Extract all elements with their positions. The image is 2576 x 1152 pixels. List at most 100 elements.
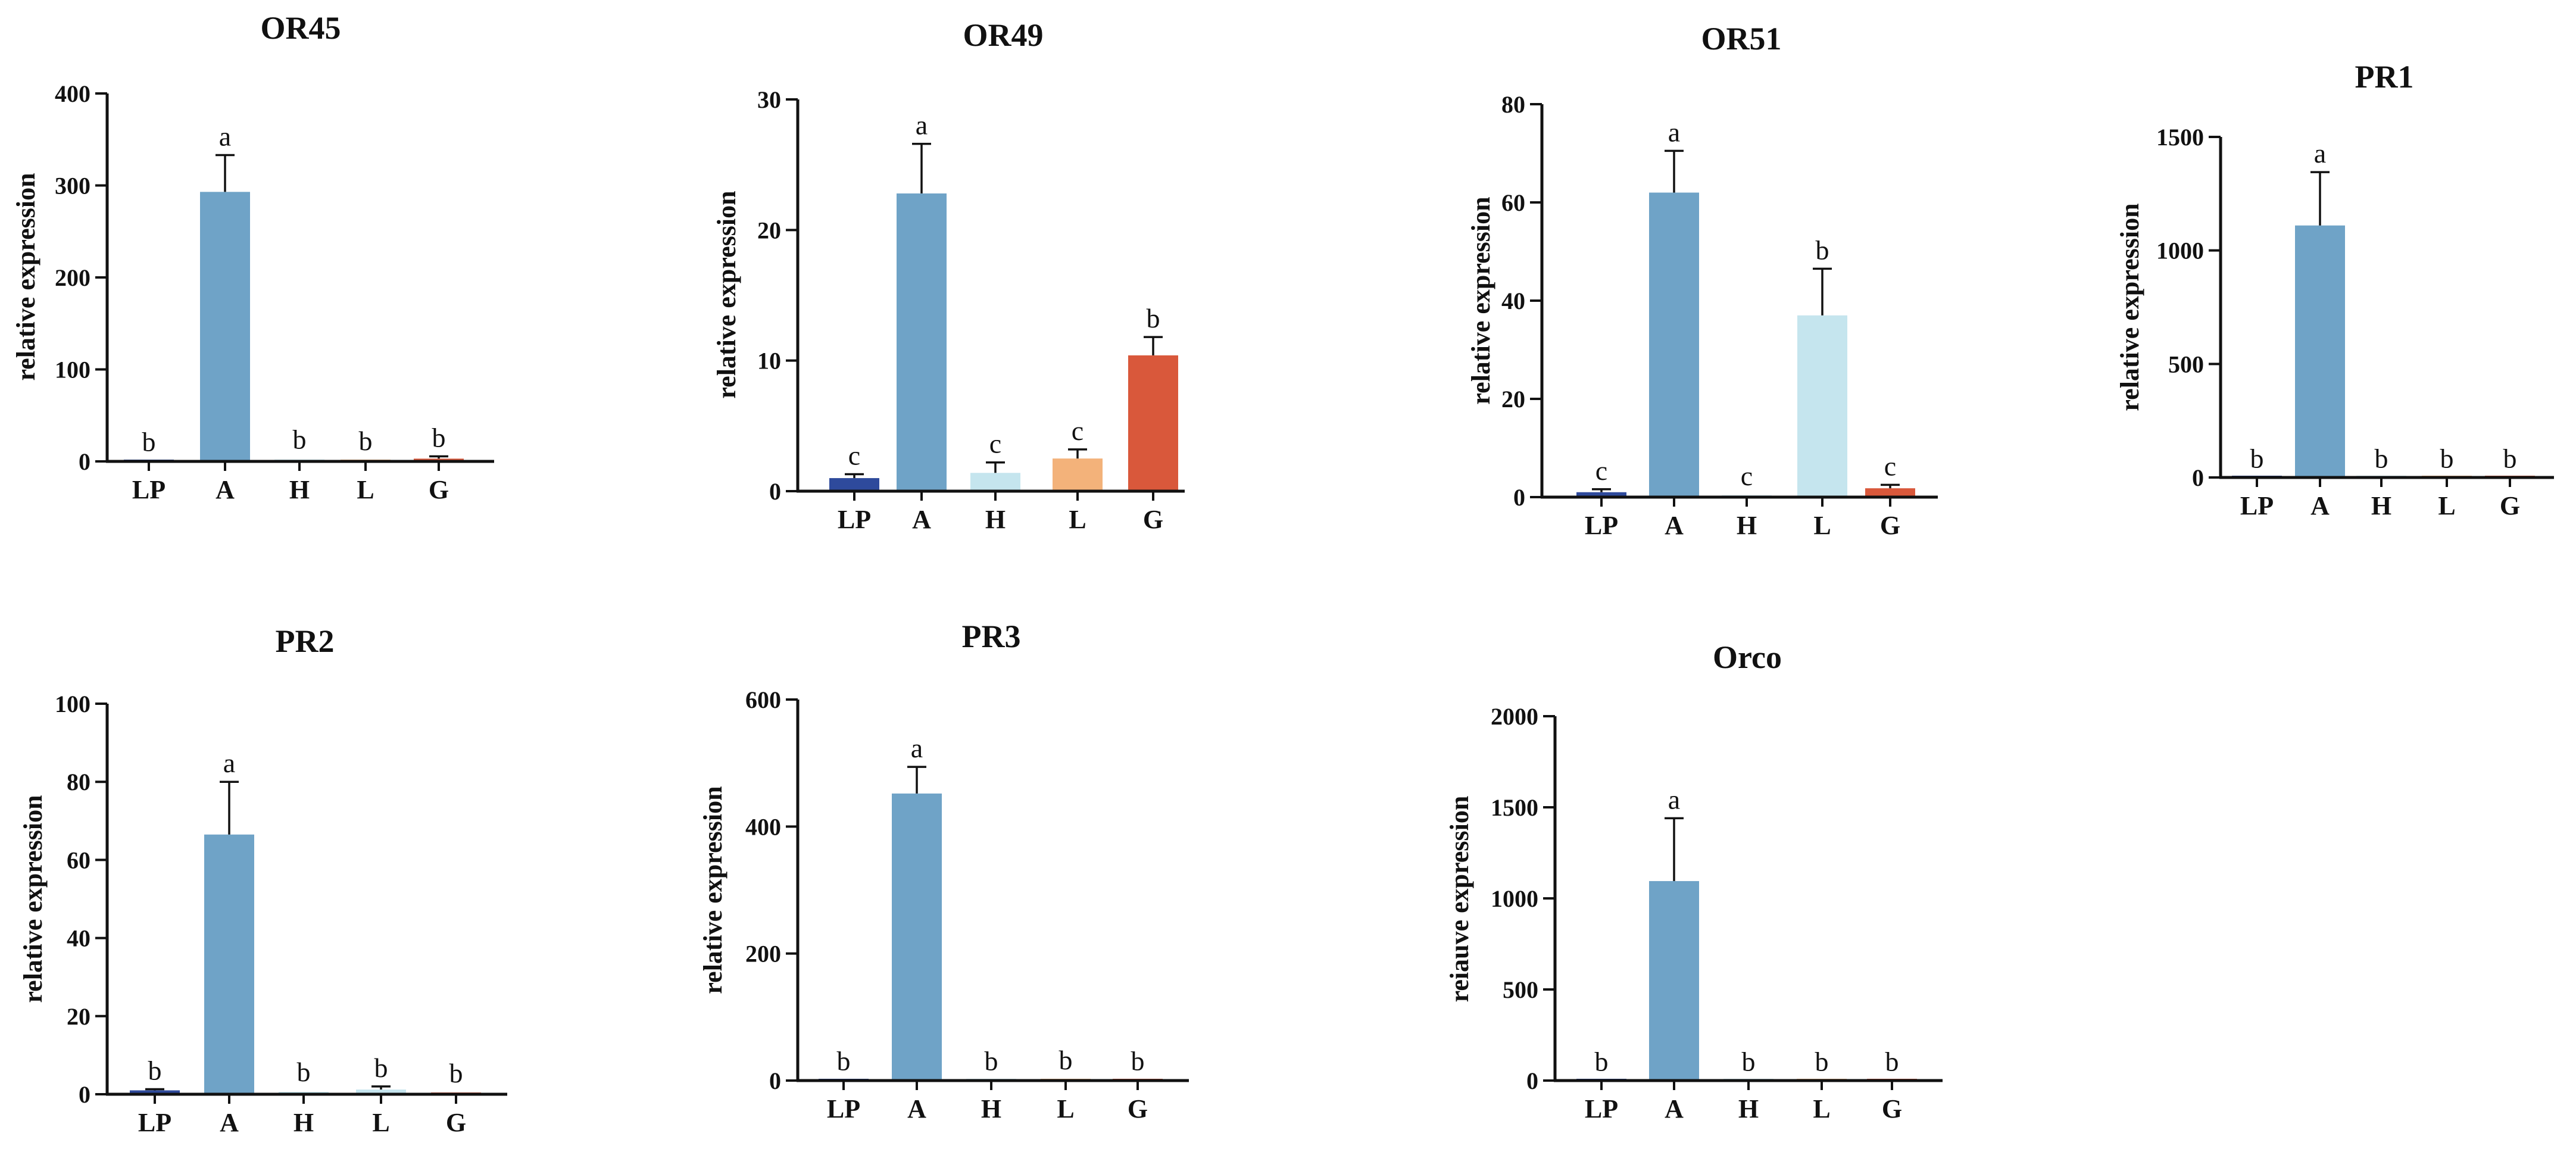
y-tick-label: 0: [79, 1081, 90, 1108]
significance-label: c: [1884, 451, 1896, 481]
x-tick-label: G: [1128, 1094, 1148, 1123]
x-tick-label: G: [429, 475, 449, 504]
y-axis-label: relative expression: [2115, 203, 2144, 411]
significance-label: b: [1816, 235, 1829, 265]
x-tick-label: A: [907, 1094, 926, 1123]
significance-label: b: [2440, 443, 2454, 473]
x-tick-label: L: [2438, 491, 2455, 520]
y-tick-label: 300: [55, 173, 90, 199]
x-tick-label: A: [2310, 491, 2330, 520]
y-axis-label: relative expression: [11, 173, 40, 380]
chart-title: PR2: [276, 623, 335, 659]
y-tick-label: 10: [757, 348, 781, 374]
y-tick-label: 1500: [1491, 794, 1538, 821]
significance-label: c: [848, 440, 860, 470]
y-tick-label: 20: [67, 1003, 90, 1030]
x-tick-label: LP: [827, 1094, 860, 1123]
bar-lp: [130, 1090, 180, 1094]
significance-label: b: [1815, 1047, 1829, 1077]
bar-h: [970, 473, 1020, 491]
y-axis-label: relative expression: [712, 191, 741, 398]
y-tick-label: 100: [55, 357, 90, 383]
y-tick-label: 0: [79, 448, 90, 475]
x-tick-label: H: [289, 475, 310, 504]
bar-g: [1865, 488, 1915, 497]
chart-title: OR49: [963, 17, 1044, 53]
significance-label: b: [293, 424, 307, 455]
y-tick-label: 40: [67, 925, 90, 952]
chart-title: OR51: [1701, 21, 1782, 57]
chart-title: Orco: [1713, 639, 1782, 675]
y-tick-label: 0: [1513, 484, 1525, 511]
bar-a: [1649, 881, 1699, 1081]
y-tick-label: 0: [2192, 464, 2204, 491]
bar-a: [892, 793, 942, 1081]
significance-label: a: [916, 110, 928, 141]
significance-label: b: [1742, 1047, 1756, 1077]
significance-label: b: [148, 1055, 162, 1085]
bar-lp: [1576, 492, 1626, 497]
bar-a: [1649, 192, 1699, 497]
x-tick-label: L: [1813, 1094, 1830, 1123]
significance-label: a: [911, 733, 923, 763]
bar-a: [2295, 225, 2345, 477]
x-tick-label: L: [357, 475, 374, 504]
x-tick-label: LP: [2240, 491, 2274, 520]
x-tick-label: LP: [138, 1108, 171, 1137]
significance-label: b: [1595, 1047, 1609, 1077]
y-tick-label: 400: [55, 80, 90, 107]
significance-label: b: [2503, 443, 2517, 473]
significance-label: b: [1885, 1047, 1899, 1077]
y-tick-label: 1000: [2156, 238, 2204, 264]
significance-label: b: [1059, 1045, 1073, 1075]
y-tick-label: 20: [757, 217, 781, 243]
bar-l: [356, 1089, 406, 1094]
significance-label: c: [1595, 455, 1607, 486]
bar-l: [1797, 315, 1847, 497]
x-tick-label: LP: [838, 505, 871, 534]
y-tick-label: 400: [745, 813, 781, 840]
y-tick-label: 1000: [1491, 885, 1538, 912]
significance-label: a: [219, 121, 231, 152]
bar-a: [200, 192, 250, 461]
y-tick-label: 80: [67, 769, 90, 795]
x-tick-label: L: [1057, 1094, 1074, 1123]
significance-label: b: [1131, 1045, 1145, 1076]
y-tick-label: 500: [1503, 976, 1538, 1003]
x-tick-label: LP: [132, 475, 166, 504]
y-axis-label: relative expression: [698, 786, 727, 994]
significance-label: b: [374, 1053, 388, 1083]
x-tick-label: G: [1880, 511, 1900, 540]
x-tick-label: A: [220, 1108, 239, 1137]
y-tick-label: 80: [1501, 91, 1525, 118]
y-tick-label: 200: [745, 941, 781, 967]
y-axis-label: reiauve expression: [1445, 796, 1474, 1003]
y-tick-label: 1500: [2156, 124, 2204, 151]
y-tick-label: 200: [55, 264, 90, 291]
chart-panel-or49: OR49 relative expression c LP a Ac Hc Lb G 0 10 20 3…: [712, 17, 1185, 534]
x-tick-label: A: [1665, 511, 1684, 540]
y-tick-label: 60: [1501, 189, 1525, 216]
significance-label: b: [432, 423, 446, 453]
chart-title: PR1: [2355, 59, 2414, 95]
significance-label: b: [142, 426, 156, 457]
x-tick-label: G: [446, 1108, 466, 1137]
y-tick-label: 60: [67, 847, 90, 873]
y-tick-label: 20: [1501, 386, 1525, 413]
significance-label: b: [837, 1045, 851, 1076]
significance-label: b: [2250, 443, 2264, 473]
significance-label: b: [297, 1057, 311, 1087]
x-tick-label: H: [293, 1108, 314, 1137]
y-axis-label: relative expression: [1466, 196, 1495, 404]
y-tick-label: 600: [745, 686, 781, 713]
bar-lp: [829, 478, 879, 491]
significance-label: c: [989, 429, 1001, 459]
x-tick-label: G: [2500, 491, 2520, 520]
bar-a: [897, 193, 947, 491]
significance-label: b: [985, 1045, 998, 1076]
